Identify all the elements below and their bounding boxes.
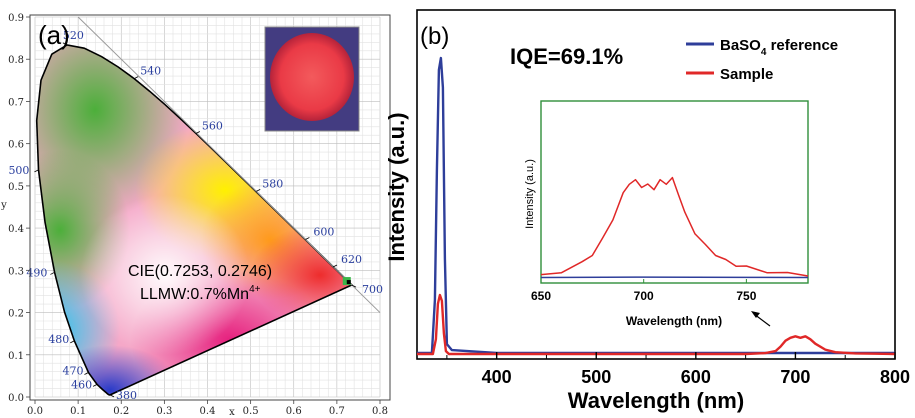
- y-tick-label: 0.9: [8, 13, 24, 24]
- y-tick-label: 0.0: [8, 393, 24, 404]
- x-tick-label: 700: [780, 367, 810, 387]
- cie-y-axis-label: y: [0, 200, 7, 211]
- x-tick-label: 0.7: [329, 406, 345, 417]
- y-tick-label: 0.7: [8, 97, 24, 108]
- locus-tick: [50, 272, 55, 275]
- x-tick-label: 0.8: [372, 406, 388, 417]
- x-tick-label: 0.4: [200, 406, 216, 417]
- locus-tick: [256, 189, 261, 192]
- wavelength-label: 470: [62, 365, 83, 378]
- y-tick-label: 0.3: [8, 266, 24, 277]
- x-tick-label: 0.6: [286, 406, 302, 417]
- wavelength-label: 600: [313, 226, 334, 239]
- planckian-guide-line: [77, 16, 381, 313]
- sample-photo-inset: [264, 26, 360, 132]
- locus-tick: [62, 42, 68, 46]
- wavelength-label: 580: [262, 177, 283, 190]
- locus-tick: [34, 169, 39, 173]
- inset-x-ticks: 650 700 750: [531, 279, 757, 303]
- inset-line-sample: [540, 176, 809, 277]
- x-tick-label: 600: [681, 367, 711, 387]
- wavelength-label: 380: [116, 389, 137, 402]
- y-tick-label: 0.5: [8, 182, 24, 193]
- cie-sample-point: [342, 277, 351, 286]
- legend-label-reference: BaSO4 reference: [720, 37, 838, 58]
- cie-point-dot: [346, 280, 351, 285]
- series-line-sample: [417, 293, 895, 356]
- spectrum-y-axis-label: Intensity (a.u.): [384, 112, 409, 261]
- cie-coordinate-annotation: CIE(0.7253, 0.2746): [128, 263, 272, 280]
- wavelength-label: 560: [202, 120, 223, 133]
- inset-x-axis-label: Wavelength (nm): [626, 314, 722, 328]
- locus-tick: [195, 131, 201, 134]
- inset-frame: [540, 100, 809, 284]
- wavelength-label: 460: [71, 378, 92, 391]
- locus-tick: [332, 264, 338, 268]
- x-tick-label: 0.3: [156, 406, 172, 417]
- spectrum-x-axis-label: Wavelength (nm): [568, 388, 744, 413]
- locus-tick: [109, 394, 115, 398]
- locus-tick: [134, 76, 139, 80]
- x-tick-label: 0.2: [113, 406, 129, 417]
- panel-b-label: (b): [420, 23, 449, 50]
- x-tick-label: 0.5: [243, 406, 259, 417]
- cie-panel: 380460470480490500520540560580600620700 …: [0, 13, 391, 418]
- x-tick-label: 500: [581, 367, 611, 387]
- legend-label-sample: Sample: [720, 66, 773, 83]
- wavelength-label: 480: [48, 333, 69, 346]
- x-tick-label: 800: [880, 367, 910, 387]
- cie-tick-labels: 0.0 0.1 0.2 0.3 0.4 0.5 0.6 0.7 0.8 0.0 0.1 0.2 0.3 0…: [8, 13, 388, 417]
- x-tick-label: 400: [482, 367, 512, 387]
- cie-frame: [29, 14, 391, 401]
- cie-sample-annotation: LLMW:0.7%Mn4+: [140, 284, 261, 303]
- inset-y-axis-label: Intensity (a.u.): [524, 159, 536, 229]
- y-tick-label: 0.1: [8, 351, 24, 362]
- spectrum-frame: [416, 9, 896, 360]
- spectrum-inset: 650 700 750 Wavelength (nm) Intensity (a.u…: [524, 100, 809, 328]
- inset-tick-label: 700: [634, 289, 654, 303]
- inset-tick-label: 650: [531, 289, 551, 303]
- cie-x-axis-label: x: [229, 407, 235, 418]
- wavelength-label: 700: [362, 283, 383, 296]
- wavelength-label: 540: [140, 65, 161, 78]
- inset-tick-label: 750: [736, 289, 756, 303]
- inset-arrow: [751, 311, 771, 327]
- wavelength-label: 490: [26, 266, 47, 279]
- x-tick-label: 0.0: [27, 406, 43, 417]
- spectrum-legend: BaSO4 reference Sample: [686, 37, 838, 83]
- locus-tick: [84, 372, 89, 375]
- locus-tick: [70, 340, 75, 344]
- x-tick-label: 0.1: [70, 406, 86, 417]
- locus-tick: [305, 237, 310, 240]
- y-tick-label: 0.6: [8, 140, 24, 151]
- y-tick-label: 0.2: [8, 309, 24, 320]
- locus-tick: [351, 284, 357, 288]
- wavelength-label: 500: [8, 164, 29, 177]
- inset-series: [540, 176, 809, 279]
- y-tick-label: 0.8: [8, 55, 24, 66]
- spectrum-panel: 400 500 600 700 800 (b) IQE=69.1% Wavelength…: [384, 9, 910, 413]
- y-tick-label: 0.4: [8, 224, 24, 235]
- locus-tick: [92, 383, 98, 387]
- spectrum-x-ticks: 400 500 600 700 800: [446, 352, 910, 387]
- iqe-annotation: IQE=69.1%: [510, 44, 623, 69]
- wavelength-label: 620: [341, 253, 362, 266]
- wavelength-label: 520: [63, 29, 84, 42]
- panel-a-label: (a): [38, 20, 70, 50]
